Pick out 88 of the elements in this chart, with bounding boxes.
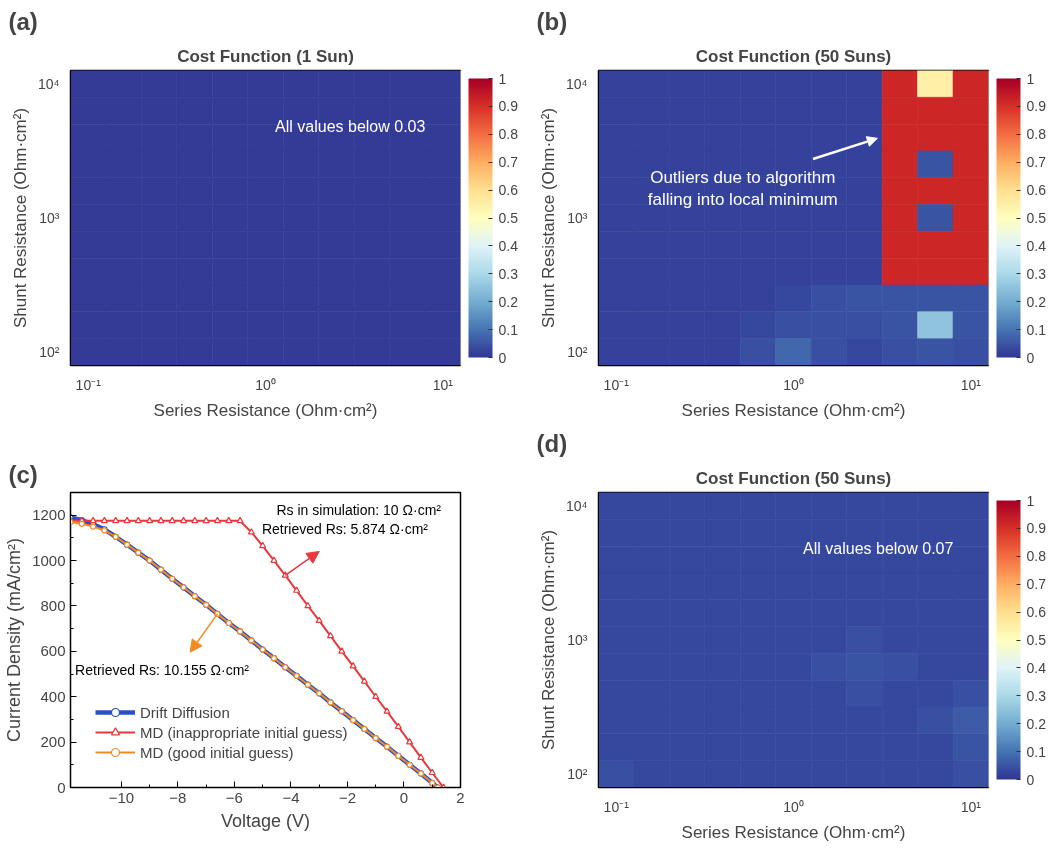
y-tick-label: 10² [567, 766, 588, 783]
x-tick-label: 10¹ [960, 376, 982, 393]
color-bar-label: 0.9 [1026, 520, 1047, 537]
x-tick-label: −10 [108, 788, 135, 806]
text: (d) [536, 429, 568, 457]
annotation: Retrieved Rs: 5.874 Ω·cm² [261, 520, 429, 537]
color-bar-label: 0.1 [1026, 743, 1047, 760]
x-tick-label: 10⁻¹ [75, 376, 102, 393]
x-tick-label: −6 [225, 788, 243, 806]
legend-label: MD (good initial guess) [140, 743, 294, 761]
x-axis-title: Series Resistance (Ohm·cm²) [681, 400, 906, 420]
x-tick-label: 2 [456, 788, 465, 806]
color-bar-label: 0.9 [1026, 98, 1047, 115]
color-bar-label: 0 [1026, 349, 1035, 366]
color-bar-label: 0.8 [498, 126, 519, 143]
color-bar-label: 0.4 [1026, 659, 1047, 676]
y-tick-label: 10³ [567, 210, 588, 226]
x-tick-label: 10⁰ [255, 376, 276, 393]
y-tick-label: 1000 [32, 551, 66, 569]
color-bar-label: 0.8 [1026, 548, 1047, 565]
y-tick-label: 800 [40, 596, 66, 614]
color-bar-label: 0.2 [498, 293, 519, 310]
color-bar-label: 0.5 [1026, 210, 1047, 226]
annotation: Outliers due to algorithm falling into local minimum [647, 167, 838, 210]
color-bar-label: 0.2 [1026, 293, 1047, 310]
y-tick-label: 400 [40, 687, 66, 705]
color-bar-label: 0.6 [1026, 182, 1047, 199]
color-bar-label: 0.9 [498, 98, 519, 115]
x-tick-label: −8 [169, 788, 187, 806]
y-axis-title: Current Density (mA/cm²) [4, 537, 25, 743]
y-tick-label: 10³ [39, 210, 60, 226]
color-bar-label: 0.2 [1026, 715, 1047, 732]
annotation: All values below 0.07 [803, 540, 954, 558]
x-axis-title: Voltage (V) [220, 810, 311, 831]
x-axis-title: Series Resistance (Ohm·cm²) [681, 822, 906, 842]
y-tick-label: 10³ [567, 632, 588, 648]
color-bar-label: 0.3 [498, 265, 519, 282]
y-tick-label: 600 [40, 642, 66, 660]
x-tick-label: −4 [282, 788, 300, 806]
color-bar-label: 0.7 [498, 154, 519, 171]
legend-label: MD (inappropriate initial guess) [140, 723, 348, 741]
annotation: Rs in simulation: 10 Ω·cm² [276, 502, 442, 519]
color-bar-label: 0.1 [1026, 321, 1047, 338]
color-bar-label: 0.4 [1026, 237, 1047, 254]
y-tick-label: 200 [40, 733, 66, 751]
y-axis-title: Shunt Resistance (Ohm·cm²) [10, 107, 30, 329]
color-bar-label: 1 [498, 70, 507, 87]
color-bar-label: 0.6 [1026, 604, 1047, 621]
color-bar-label: 0.5 [498, 210, 519, 226]
text: (a) [8, 7, 38, 35]
color-bar-label: 0.3 [1026, 265, 1047, 282]
color-bar-label: 1 [1026, 70, 1035, 87]
x-tick-label: 0 [399, 788, 409, 806]
color-bar-label: 0.7 [1026, 154, 1047, 171]
y-tick-label: 10⁴ [565, 497, 588, 514]
x-tick-label: 10⁰ [783, 376, 804, 393]
x-tick-label: 10⁰ [783, 798, 804, 815]
chart-title: Cost Function (50 Suns) [695, 468, 892, 488]
x-tick-label: 10⁻¹ [603, 798, 630, 815]
color-bar-label: 0.7 [1026, 576, 1047, 593]
color-bar-label: 0 [1026, 771, 1035, 788]
color-bar-label: 1 [1026, 492, 1035, 509]
color-bar-label: 0 [498, 349, 507, 366]
chart-title: Cost Function (1 Sun) [177, 46, 354, 66]
color-bar-label: 0.3 [1026, 687, 1047, 704]
chart-title: Cost Function (50 Suns) [695, 46, 892, 66]
color-bar-label: 0.5 [1026, 632, 1047, 648]
legend-label: Drift Diffusion [140, 703, 230, 721]
color-bar-label: 0.8 [1026, 126, 1047, 143]
y-tick-label: 10⁴ [37, 75, 60, 92]
color-bar-label: 0.1 [498, 321, 519, 338]
y-tick-label: 1200 [32, 506, 66, 524]
y-tick-label: 10⁴ [565, 75, 588, 92]
x-tick-label: −2 [338, 788, 357, 806]
annotation: Retrieved Rs: 10.155 Ω·cm² [75, 661, 250, 678]
color-bar-label: 0.6 [498, 182, 519, 199]
x-axis-title: Series Resistance (Ohm·cm²) [153, 400, 378, 420]
text: (c) [8, 460, 38, 488]
y-tick-label: 10² [39, 344, 60, 361]
annotation: All values below 0.03 [275, 118, 426, 136]
text: (b) [536, 7, 568, 35]
x-tick-label: 10⁻¹ [603, 376, 630, 393]
y-axis-title: Shunt Resistance (Ohm·cm²) [538, 107, 558, 329]
y-axis-title: Shunt Resistance (Ohm·cm²) [538, 529, 558, 751]
x-tick-label: 10¹ [432, 376, 454, 393]
x-tick-label: 10¹ [960, 798, 982, 815]
color-bar-label: 0.4 [498, 237, 519, 254]
y-tick-label: 10² [567, 344, 588, 361]
